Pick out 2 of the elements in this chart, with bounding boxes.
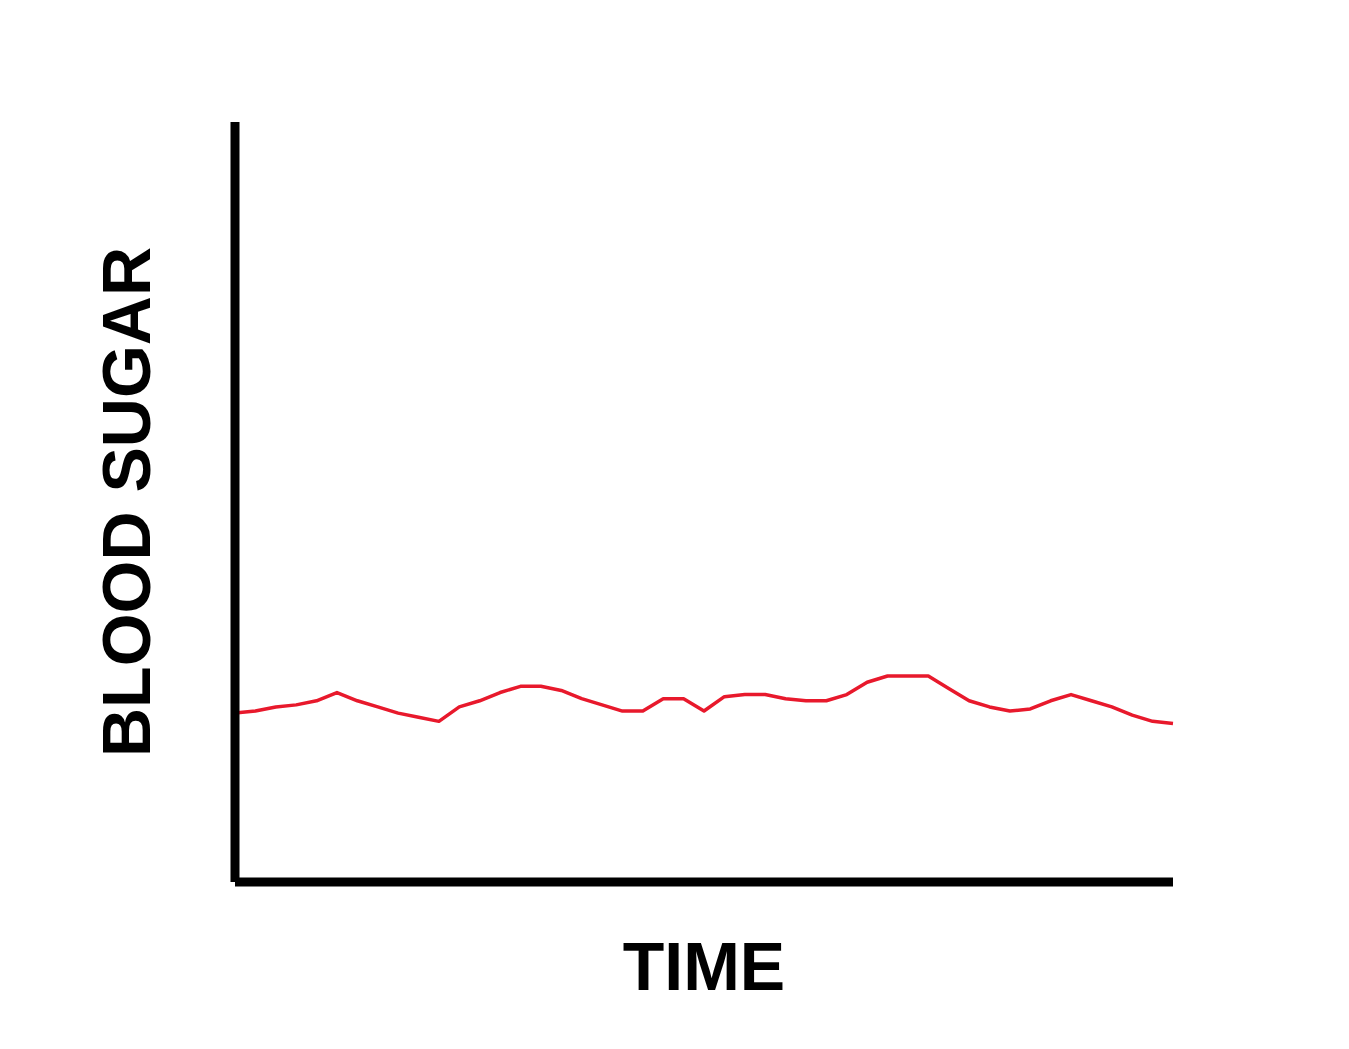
y-axis-title: BLOOD SUGAR	[88, 247, 165, 757]
x-axis-title: TIME	[622, 928, 786, 1004]
